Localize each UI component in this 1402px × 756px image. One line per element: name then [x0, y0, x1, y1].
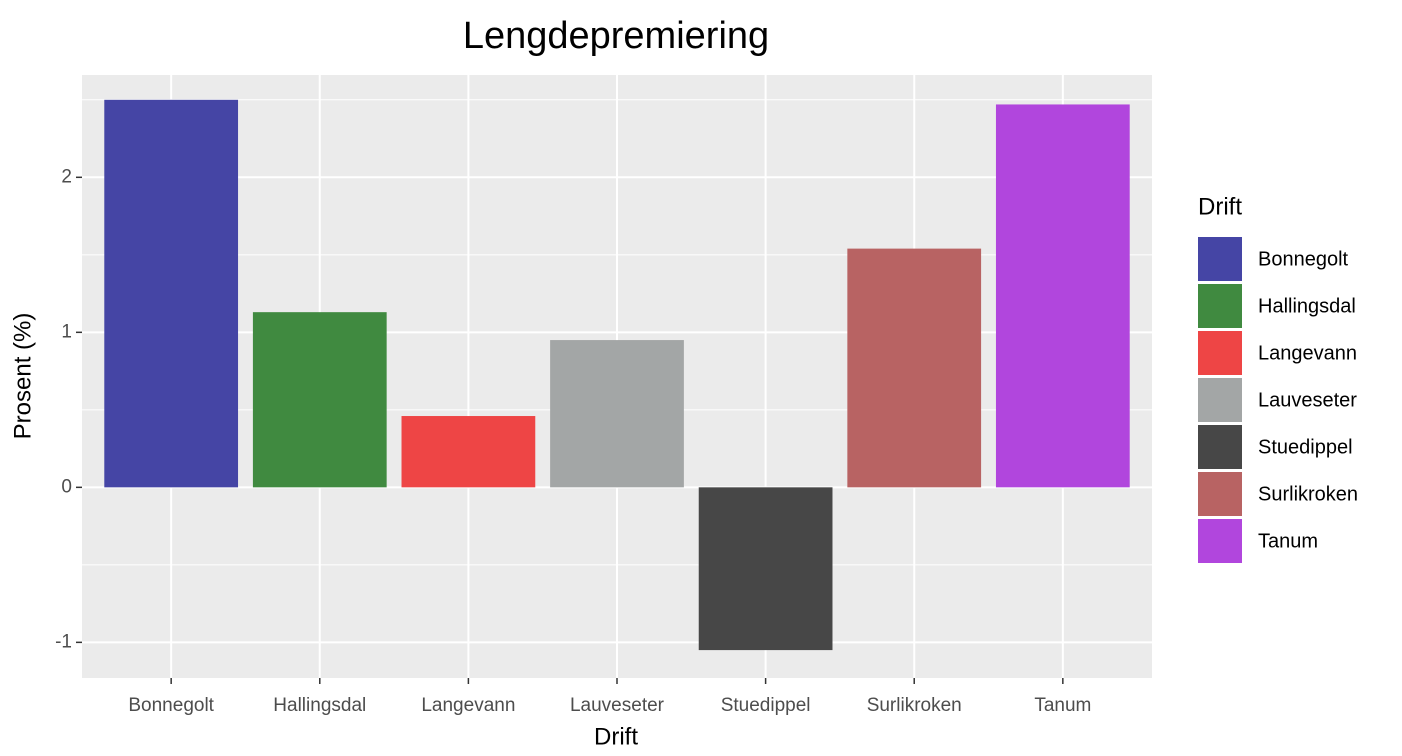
- legend-key: [1198, 425, 1242, 469]
- legend-label: Tanum: [1258, 530, 1318, 552]
- legend-key: [1198, 378, 1242, 422]
- legend-key: [1198, 331, 1242, 375]
- legend-key: [1198, 519, 1242, 563]
- bar: [104, 99, 239, 488]
- legend-label: Lauveseter: [1258, 389, 1357, 411]
- legend-label: Surlikroken: [1258, 483, 1358, 505]
- bar: [995, 104, 1130, 488]
- y-axis-label: Prosent (%): [9, 313, 36, 440]
- legend-label: Stuedippel: [1258, 436, 1353, 458]
- bar: [550, 340, 684, 488]
- y-tick-label: -1: [55, 631, 72, 652]
- x-tick-label: Bonnegolt: [128, 695, 214, 716]
- x-tick-label: Langevann: [421, 695, 515, 716]
- legend-label: Langevann: [1258, 342, 1357, 364]
- x-tick-label: Hallingsdal: [273, 695, 366, 716]
- x-tick-label: Lauveseter: [570, 695, 665, 716]
- legend-label: Bonnegolt: [1258, 248, 1349, 270]
- bar: [698, 487, 833, 651]
- bar: [252, 312, 387, 488]
- chart-title: Lengdepremiering: [463, 15, 769, 57]
- legend-label: Hallingsdal: [1258, 295, 1356, 317]
- bar: [401, 416, 536, 488]
- bar: [847, 248, 982, 488]
- x-tick-label: Surlikroken: [867, 695, 962, 716]
- y-tick-label: 0: [61, 476, 72, 497]
- y-tick-label: 2: [61, 166, 72, 187]
- legend-key: [1198, 237, 1242, 281]
- y-tick-label: 1: [61, 321, 72, 342]
- x-tick-label: Tanum: [1034, 695, 1091, 716]
- x-axis-label: Drift: [594, 723, 638, 750]
- legend-key: [1198, 284, 1242, 328]
- legend-key: [1198, 472, 1242, 516]
- legend-title: Drift: [1198, 193, 1242, 220]
- x-tick-label: Stuedippel: [721, 695, 811, 716]
